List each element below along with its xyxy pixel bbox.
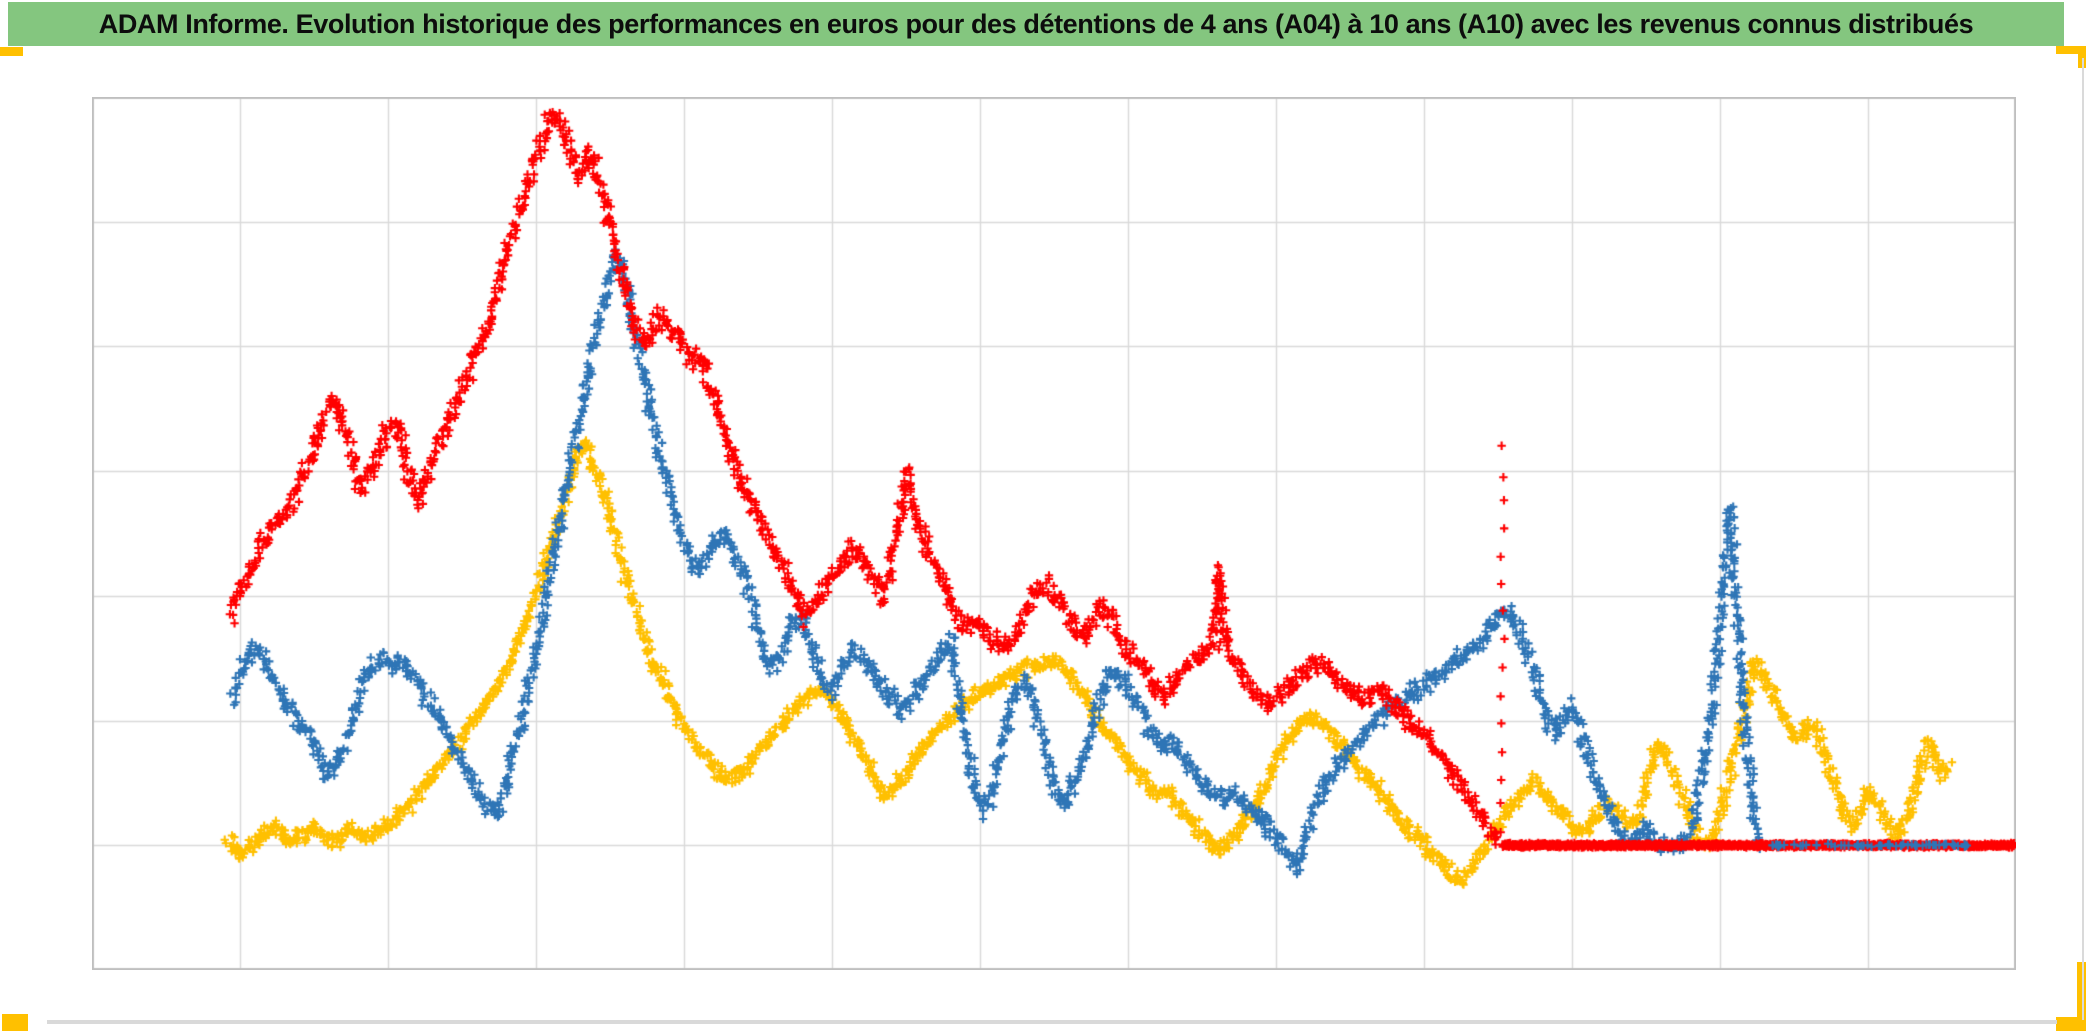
scatter-plot-canvas[interactable] [92,97,2016,970]
cell-border-right-line [2082,58,2084,1020]
cell-border-bottom-line [47,1020,2057,1024]
selection-handle-right-strip [2077,962,2086,1031]
page-title: ADAM Informe. Evolution historique des p… [98,8,1974,39]
selection-handle-bottom-left [2,1014,28,1031]
selection-handle-top-right-h [2056,46,2086,54]
selection-handle-top-left [0,47,23,56]
selection-handle-bottom-right [2056,1017,2086,1031]
chart-title-bar: ADAM Informe. Evolution historique des p… [8,2,2064,46]
selection-handle-top-right-v [2078,46,2086,68]
